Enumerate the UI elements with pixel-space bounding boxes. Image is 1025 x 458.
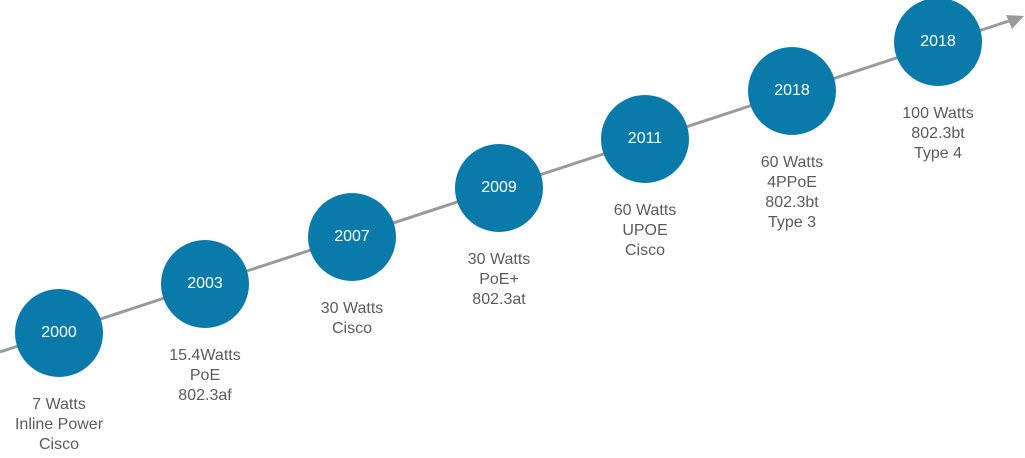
- year-badge: 2009: [455, 144, 543, 232]
- year-label: 2018: [920, 33, 956, 50]
- description-line: PoE: [189, 367, 221, 384]
- milestone-2018-type3: 2018 60 Watts 4PPoE 802.3bt Type 3: [712, 47, 872, 231]
- description-line: 802.3bt: [765, 194, 819, 211]
- year-badge: 2003: [161, 240, 249, 328]
- milestone-description: 30 Watts PoE+ 802.3at: [419, 250, 579, 310]
- milestone-2000: 2000 7 Watts Inline Power Cisco: [0, 289, 139, 453]
- milestone-description: 60 Watts 4PPoE 802.3bt Type 3: [712, 153, 872, 233]
- year-label: 2007: [334, 228, 370, 245]
- year-label: 2003: [187, 275, 223, 292]
- arrow-head-icon: [1006, 15, 1024, 29]
- year-badge: 2007: [308, 193, 396, 281]
- year-label: 2000: [41, 324, 77, 341]
- milestone-2011: 2011 60 Watts UPOE Cisco: [565, 95, 725, 259]
- description-line: 802.3bt: [911, 125, 965, 142]
- description-line: 15.4Watts: [169, 347, 241, 364]
- milestone-description: 60 Watts UPOE Cisco: [565, 201, 725, 261]
- description-line: 4PPoE: [767, 174, 817, 191]
- year-label: 2009: [481, 179, 517, 196]
- milestone-2007: 2007 30 Watts Cisco: [272, 193, 432, 337]
- milestone-2003: 2003 15.4Watts PoE 802.3af: [125, 240, 285, 404]
- description-line: 30 Watts: [467, 251, 531, 268]
- description-line: Inline Power: [14, 416, 104, 433]
- milestone-description: 7 Watts Inline Power Cisco: [0, 395, 139, 455]
- description-line: 60 Watts: [760, 154, 824, 171]
- year-badge: 2018: [894, 0, 982, 86]
- description-line: Type 3: [767, 214, 817, 231]
- year-badge: 2011: [601, 95, 689, 183]
- description-line: 802.3af: [178, 387, 232, 404]
- description-line: 30 Watts: [320, 300, 384, 317]
- description-line: Cisco: [624, 242, 665, 259]
- year-label: 2018: [774, 82, 810, 99]
- milestone-2009: 2009 30 Watts PoE+ 802.3at: [419, 144, 579, 308]
- milestone-2018-type4: 2018 100 Watts 802.3bt Type 4: [858, 0, 1018, 162]
- milestone-description: 30 Watts Cisco: [272, 299, 432, 339]
- year-badge: 2018: [748, 47, 836, 135]
- milestone-description: 15.4Watts PoE 802.3af: [125, 346, 285, 406]
- description-line: Cisco: [38, 436, 79, 453]
- description-line: UPOE: [622, 222, 668, 239]
- description-line: PoE+: [479, 271, 519, 288]
- description-line: 100 Watts: [902, 105, 974, 122]
- description-line: Type 4: [913, 145, 963, 162]
- milestone-description: 100 Watts 802.3bt Type 4: [858, 104, 1018, 164]
- year-label: 2011: [627, 130, 663, 147]
- description-line: 60 Watts: [613, 202, 677, 219]
- year-badge: 2000: [15, 289, 103, 377]
- description-line: 802.3at: [472, 291, 526, 308]
- description-line: Cisco: [331, 320, 372, 337]
- description-line: 7 Watts: [32, 396, 86, 413]
